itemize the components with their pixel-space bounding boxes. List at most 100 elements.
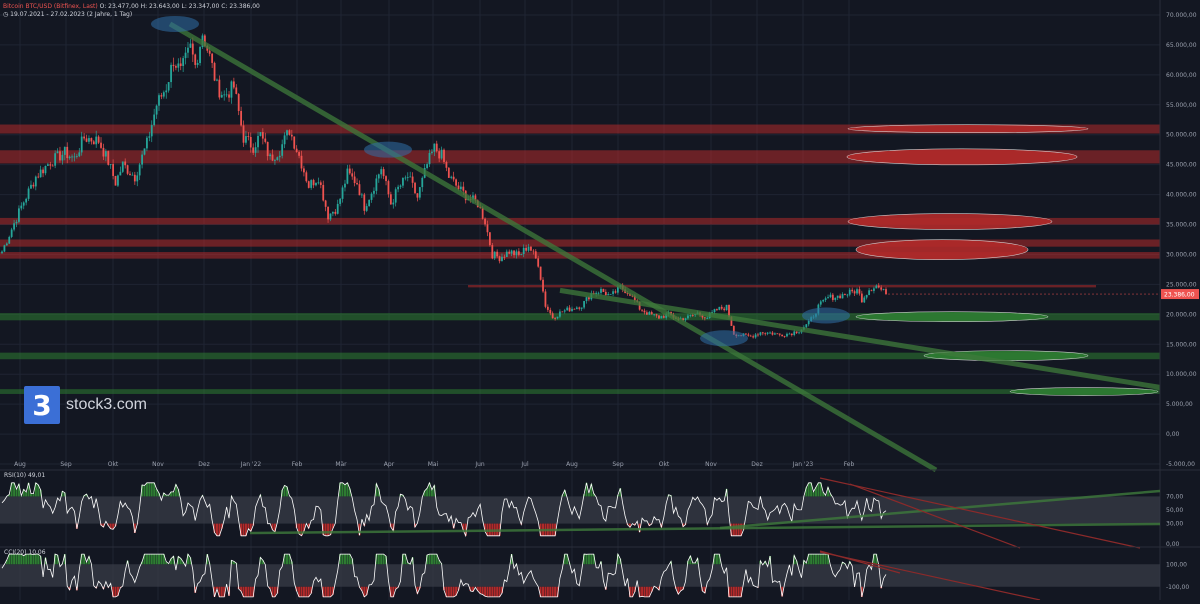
candle-body bbox=[269, 154, 271, 157]
candle-body bbox=[394, 189, 397, 203]
candle-body bbox=[513, 250, 515, 256]
candle-body bbox=[271, 154, 274, 161]
candle-body bbox=[109, 164, 112, 165]
candle-body bbox=[184, 52, 187, 59]
candle-body bbox=[102, 147, 105, 157]
candle-body bbox=[585, 297, 588, 301]
candle-body bbox=[421, 177, 424, 188]
candle-body bbox=[508, 251, 511, 254]
candle-body bbox=[648, 312, 651, 315]
candle-body bbox=[179, 63, 182, 67]
candle-body bbox=[155, 105, 158, 115]
candle-body bbox=[880, 287, 883, 290]
candle-body bbox=[450, 176, 453, 178]
candle-body bbox=[126, 165, 129, 174]
candle-body bbox=[80, 136, 83, 153]
candle-body bbox=[348, 168, 351, 174]
candle-body bbox=[191, 43, 194, 55]
candle-body bbox=[484, 218, 486, 225]
candle-body bbox=[20, 205, 23, 209]
candle-body bbox=[457, 185, 460, 190]
candle-body bbox=[380, 169, 383, 175]
candle-body bbox=[612, 291, 614, 294]
candle-body bbox=[160, 95, 163, 97]
rsi-panel: 70,00 50,00 30,00 0,00 RSI(10) 49,01 bbox=[0, 469, 1200, 549]
candle-body bbox=[85, 138, 88, 142]
candle-body bbox=[788, 333, 791, 335]
period-label: (2 Jahre, 1 Tag) bbox=[86, 11, 133, 18]
candle-body bbox=[554, 318, 557, 320]
candle-body bbox=[73, 156, 76, 158]
candle-body bbox=[59, 151, 61, 161]
highlight-ellipse bbox=[846, 148, 1078, 166]
candle-body bbox=[633, 295, 636, 301]
candle-body bbox=[776, 333, 779, 335]
candle-body bbox=[46, 164, 49, 166]
candle-body bbox=[790, 333, 793, 335]
candle-body bbox=[716, 309, 718, 310]
cci-falling-line bbox=[819, 550, 901, 574]
pivot-marker bbox=[151, 15, 199, 32]
candle-body bbox=[846, 294, 849, 296]
oscillator-line bbox=[1, 481, 887, 538]
candle-body bbox=[520, 253, 523, 255]
candle-body bbox=[662, 316, 665, 318]
highlight-ellipse bbox=[847, 124, 1089, 134]
candle-body bbox=[703, 317, 706, 319]
candle-body bbox=[498, 256, 501, 262]
candle-body bbox=[203, 35, 206, 46]
chart-header: Bitcoin BTC/USD (Bitfinex, Last) O: 23.4… bbox=[3, 3, 260, 10]
price-tick-label: 70.000,00 bbox=[1166, 12, 1197, 19]
candle-body bbox=[295, 148, 298, 153]
candle-body bbox=[539, 266, 542, 280]
candle-body bbox=[266, 141, 269, 157]
candle-body bbox=[534, 251, 537, 259]
candle-body bbox=[283, 135, 286, 145]
candle-body bbox=[232, 81, 235, 88]
price-tick-label: 45.000,00 bbox=[1166, 162, 1197, 169]
resistance-zone bbox=[0, 252, 1160, 259]
candle-body bbox=[566, 307, 569, 311]
candle-body bbox=[114, 175, 117, 186]
candle-body bbox=[689, 314, 692, 316]
price-tick-label: 20.000,00 bbox=[1166, 311, 1197, 318]
cci-falling-line bbox=[819, 551, 1041, 601]
candle-body bbox=[645, 312, 648, 315]
oscillator-tick-label: 70,00 bbox=[1166, 493, 1183, 500]
clock-icon: ◷ bbox=[3, 11, 9, 18]
cci-panel: 100,00 -100,00 CCI(20) 10,06 bbox=[0, 546, 1200, 601]
range-label: 19.07.2021 - 27.02.2023 bbox=[10, 11, 85, 18]
candle-body bbox=[665, 313, 668, 318]
candle-body bbox=[242, 125, 245, 143]
candle-body bbox=[435, 143, 438, 152]
candle-body bbox=[546, 306, 549, 310]
candle-body bbox=[18, 208, 20, 222]
rsi-falling-line bbox=[849, 483, 1021, 549]
chart-subheader: ◷ 19.07.2021 - 27.02.2023 (2 Jahre, 1 Ta… bbox=[3, 11, 132, 18]
highlight-ellipse bbox=[855, 239, 1029, 260]
candle-body bbox=[851, 289, 854, 292]
candle-body bbox=[13, 223, 15, 230]
candle-body bbox=[259, 132, 262, 136]
candle-body bbox=[745, 333, 747, 335]
resistance-zone bbox=[0, 239, 1160, 247]
candle-body bbox=[300, 155, 303, 169]
candle-body bbox=[298, 152, 300, 156]
downtrend-line bbox=[168, 21, 938, 473]
candle-body bbox=[460, 186, 462, 190]
oscillator-tick-label: -100,00 bbox=[1166, 584, 1189, 591]
candle-body bbox=[39, 169, 42, 178]
candle-body bbox=[153, 114, 156, 126]
candle-body bbox=[382, 169, 385, 177]
candle-body bbox=[720, 306, 723, 309]
candle-body bbox=[276, 157, 279, 160]
candle-body bbox=[530, 246, 532, 251]
candle-body bbox=[438, 151, 441, 159]
candle-body bbox=[49, 164, 52, 166]
candle-body bbox=[865, 294, 868, 298]
candle-body bbox=[486, 224, 489, 233]
candle-body bbox=[766, 332, 769, 334]
time-tick-label: Aug bbox=[14, 461, 26, 468]
